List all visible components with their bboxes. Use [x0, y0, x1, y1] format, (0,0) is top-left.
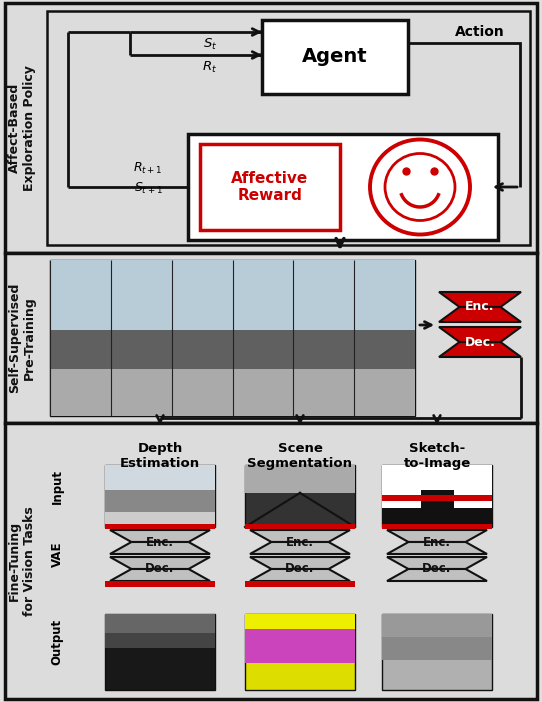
- Text: Enc.: Enc.: [423, 536, 451, 548]
- Bar: [200, 144, 340, 230]
- Bar: [5, 423, 537, 699]
- Polygon shape: [250, 530, 350, 542]
- Polygon shape: [439, 327, 521, 342]
- Polygon shape: [454, 465, 492, 508]
- Polygon shape: [110, 569, 210, 581]
- Bar: [245, 629, 355, 663]
- Bar: [172, 330, 233, 369]
- Bar: [245, 614, 355, 690]
- Polygon shape: [110, 542, 210, 554]
- Text: Input: Input: [50, 470, 63, 505]
- Polygon shape: [387, 542, 487, 554]
- Text: Agent: Agent: [302, 48, 368, 67]
- Bar: [382, 465, 492, 527]
- Text: Depth
Estimation: Depth Estimation: [120, 442, 200, 470]
- Bar: [382, 614, 492, 637]
- Bar: [293, 260, 354, 330]
- Bar: [5, 253, 537, 423]
- Polygon shape: [110, 557, 210, 569]
- Bar: [111, 369, 172, 416]
- Text: Enc.: Enc.: [146, 536, 174, 548]
- Bar: [233, 369, 293, 416]
- Bar: [105, 581, 215, 587]
- Bar: [354, 369, 415, 416]
- Bar: [233, 260, 293, 330]
- Text: Enc.: Enc.: [465, 300, 495, 314]
- Bar: [293, 369, 354, 416]
- Bar: [105, 490, 215, 512]
- Bar: [233, 330, 293, 369]
- Polygon shape: [110, 530, 210, 542]
- Polygon shape: [250, 557, 350, 569]
- Polygon shape: [250, 569, 350, 581]
- Text: Dec.: Dec.: [285, 562, 315, 576]
- Text: Dec.: Dec.: [464, 336, 495, 348]
- Bar: [111, 330, 172, 369]
- Text: Self-Supervised
Pre-Training: Self-Supervised Pre-Training: [8, 283, 36, 393]
- Text: $R_t$: $R_t$: [203, 60, 217, 75]
- Polygon shape: [421, 465, 454, 490]
- Text: VAE: VAE: [50, 541, 63, 567]
- Bar: [188, 134, 498, 240]
- Polygon shape: [439, 292, 521, 307]
- Bar: [172, 369, 233, 416]
- Bar: [382, 614, 492, 690]
- Text: Action: Action: [455, 25, 505, 39]
- Text: Enc.: Enc.: [286, 536, 314, 548]
- Text: $S_t$: $S_t$: [203, 37, 217, 52]
- Bar: [105, 465, 215, 490]
- Text: $R_{t+1}$: $R_{t+1}$: [133, 161, 163, 176]
- Bar: [105, 512, 215, 527]
- Bar: [50, 260, 111, 330]
- Text: Sketch-
to-Image: Sketch- to-Image: [403, 442, 470, 470]
- Bar: [262, 20, 408, 94]
- Bar: [47, 11, 530, 245]
- Polygon shape: [387, 530, 487, 542]
- Bar: [105, 614, 215, 648]
- Bar: [293, 330, 354, 369]
- Bar: [354, 330, 415, 369]
- Polygon shape: [387, 569, 487, 581]
- Bar: [50, 260, 415, 416]
- Bar: [5, 3, 537, 253]
- Bar: [382, 495, 492, 501]
- Bar: [245, 465, 355, 527]
- Text: Output: Output: [50, 619, 63, 665]
- Bar: [354, 260, 415, 330]
- Text: Fine-Tuning
for Vision Tasks: Fine-Tuning for Vision Tasks: [8, 506, 36, 616]
- Text: Scene
Segmentation: Scene Segmentation: [248, 442, 352, 470]
- Polygon shape: [250, 542, 350, 554]
- Bar: [172, 260, 233, 330]
- Bar: [382, 637, 492, 660]
- Bar: [382, 524, 492, 529]
- Bar: [50, 369, 111, 416]
- Text: Affect-Based
Exploration Policy: Affect-Based Exploration Policy: [8, 65, 36, 191]
- Bar: [245, 581, 355, 587]
- Text: Affective
Reward: Affective Reward: [231, 171, 308, 203]
- Bar: [245, 614, 355, 629]
- Polygon shape: [387, 557, 487, 569]
- Polygon shape: [439, 307, 521, 322]
- Polygon shape: [382, 465, 421, 508]
- Text: $S_{t+1}$: $S_{t+1}$: [133, 180, 163, 196]
- Bar: [105, 465, 215, 527]
- Bar: [245, 465, 355, 493]
- Bar: [50, 330, 111, 369]
- Bar: [245, 524, 355, 529]
- Bar: [105, 614, 215, 690]
- Bar: [111, 260, 172, 330]
- Text: Dec.: Dec.: [422, 562, 451, 576]
- Bar: [105, 524, 215, 529]
- Text: Dec.: Dec.: [145, 562, 175, 576]
- Polygon shape: [439, 342, 521, 357]
- Bar: [105, 614, 215, 633]
